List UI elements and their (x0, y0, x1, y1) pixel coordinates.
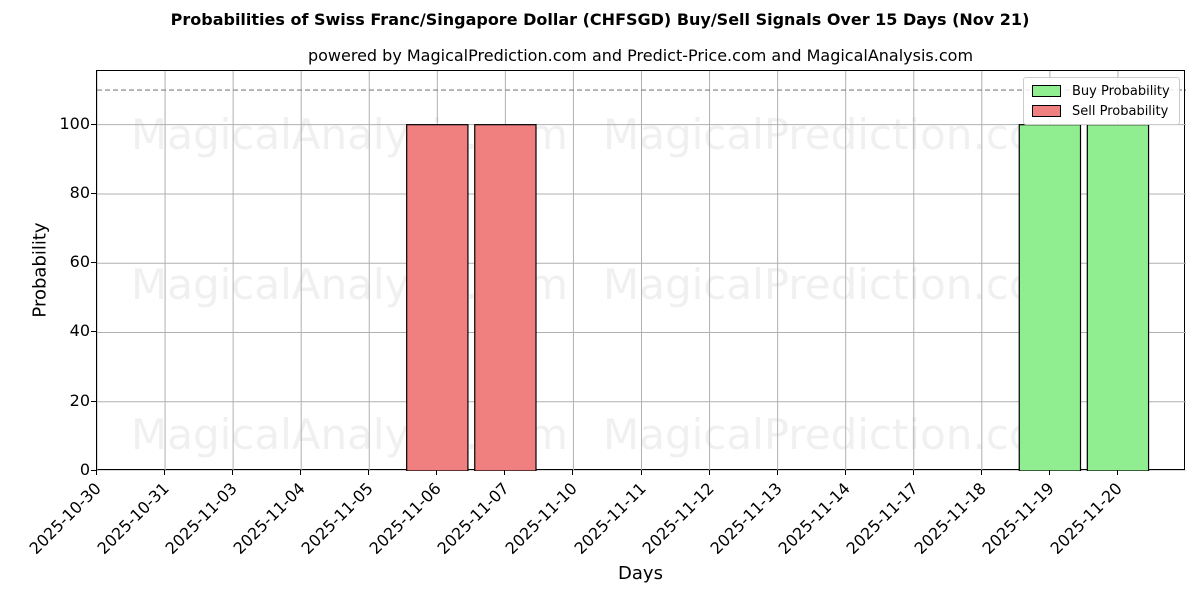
y-tick-mark (91, 262, 96, 264)
x-tick-mark (912, 470, 914, 475)
y-tick-mark (91, 192, 96, 194)
plot-area: MagicalAnalysis.com MagicalPrediction.com… (96, 70, 1186, 471)
legend-sell-label: Sell Probability (1072, 103, 1169, 119)
watermark: MagicalPrediction.com (603, 260, 1076, 309)
legend: Buy Probability Sell Probability (1023, 77, 1180, 125)
x-tick-mark (640, 470, 642, 475)
legend-buy-label: Buy Probability (1072, 83, 1170, 99)
sell-bar (474, 124, 537, 471)
x-tick-mark (776, 470, 778, 475)
x-tick-mark (232, 470, 234, 475)
y-tick-label: 20 (69, 390, 90, 410)
sell-bar (406, 124, 469, 471)
y-tick-mark (91, 331, 96, 333)
x-tick-mark (844, 470, 846, 475)
y-tick-mark (91, 123, 96, 125)
x-tick-mark (708, 470, 710, 475)
y-tick-label: 0 (79, 460, 90, 479)
x-tick-mark (572, 470, 574, 475)
x-tick-mark (164, 470, 166, 475)
x-tick-mark (96, 470, 97, 475)
buy-bar (1086, 124, 1150, 471)
chart-title: Probabilities of Swiss Franc/Singapore D… (170, 10, 1030, 29)
y-tick-label: 60 (69, 252, 90, 272)
y-tick-mark (91, 470, 96, 471)
y-tick-label: 100 (59, 113, 90, 133)
y-tick-mark (91, 400, 96, 402)
y-tick-label: 80 (69, 182, 90, 202)
buy-bar (1018, 124, 1082, 471)
x-axis-label: Days (618, 563, 663, 584)
legend-item-sell: Sell Probability (1032, 103, 1168, 119)
watermark: MagicalPrediction.com (603, 110, 1076, 159)
buy-swatch (1032, 85, 1061, 97)
x-tick-mark (436, 470, 438, 475)
x-tick-mark (980, 470, 982, 475)
x-tick-mark (300, 470, 302, 475)
legend-item-buy: Buy Probability (1032, 83, 1170, 99)
x-tick-mark (1116, 470, 1118, 475)
x-tick-mark (368, 470, 370, 475)
y-tick-label: 40 (69, 321, 90, 341)
plot-canvas: MagicalAnalysis.com MagicalPrediction.com… (97, 71, 1186, 471)
y-axis-label: Probability (29, 222, 51, 318)
x-tick-mark (504, 470, 506, 475)
chart-subtitle: powered by MagicalPrediction.com and Pre… (307, 46, 974, 65)
watermark: MagicalPrediction.com (603, 410, 1076, 459)
sell-swatch (1032, 105, 1061, 117)
x-tick-mark (1048, 470, 1050, 475)
